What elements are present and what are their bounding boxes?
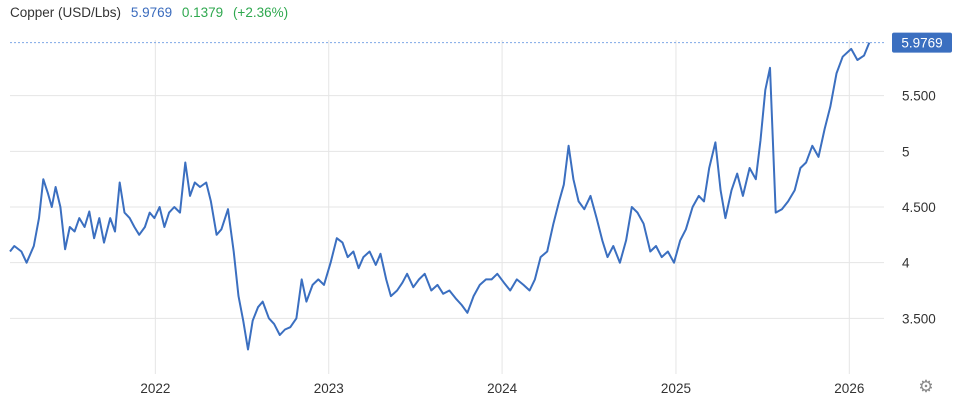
x-tick-label: 2022 <box>140 381 170 396</box>
copper-price-line <box>9 42 871 351</box>
chart-header: Copper (USD/Lbs) 5.9769 0.1379 (+2.36%) <box>10 5 294 20</box>
gear-icon[interactable]: ⚙ <box>918 377 934 396</box>
x-tick-label: 2024 <box>487 381 518 396</box>
price-change: 0.1379 <box>181 5 224 20</box>
last-value-badge <box>892 32 952 53</box>
y-tick-label: 4 <box>902 256 910 271</box>
instrument-name: Copper (USD/Lbs) <box>10 5 122 20</box>
y-tick-label: 4.500 <box>902 200 936 215</box>
y-tick-label: 3.500 <box>902 311 936 326</box>
last-price: 5.9769 <box>130 5 173 20</box>
price-change-percent: (+2.36%) <box>232 5 289 20</box>
x-tick-label: 2025 <box>661 381 691 396</box>
y-tick-label: 5.500 <box>902 89 936 104</box>
last-value-label: 5.9769 <box>901 36 942 51</box>
y-tick-label: 5 <box>902 144 910 159</box>
x-tick-label: 2026 <box>834 381 864 396</box>
x-tick-label: 2023 <box>314 381 344 396</box>
